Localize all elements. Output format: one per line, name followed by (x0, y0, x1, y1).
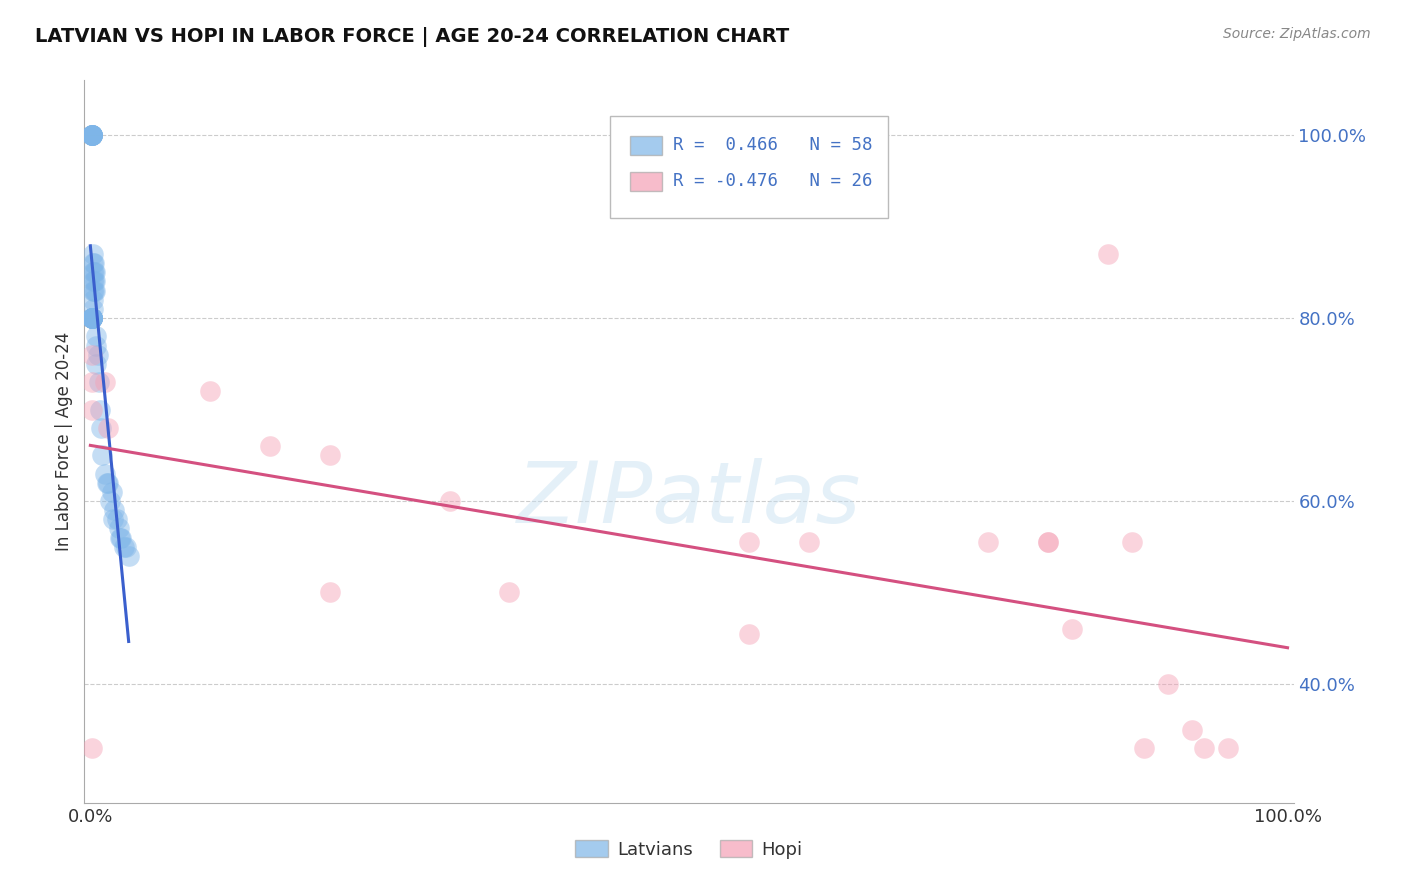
Point (1097, 247, 1119, 261)
Point (797, 535, 820, 549)
Point (89, 402, 111, 417)
Point (80, 311, 103, 326)
Point (1181, 723, 1204, 737)
Point (977, 535, 1000, 549)
Point (1036, 535, 1059, 549)
Point (83, 275, 105, 289)
Point (1157, 677, 1180, 691)
Point (112, 540, 135, 554)
Point (80, 128, 103, 143)
Point (86, 348, 108, 362)
Point (80, 128, 103, 143)
Point (80, 311, 103, 326)
Point (86, 338, 108, 352)
Point (80, 128, 103, 143)
Point (198, 384, 221, 399)
Point (83, 284, 105, 298)
Legend: Latvians, Hopi: Latvians, Hopi (568, 833, 810, 866)
Point (1192, 740, 1215, 755)
Point (110, 531, 132, 545)
Point (80, 128, 103, 143)
Point (91, 448, 114, 462)
Point (93, 375, 115, 389)
Point (80, 311, 103, 326)
Point (82, 275, 104, 289)
Point (80, 128, 103, 143)
Text: R =  0.466   N = 58: R = 0.466 N = 58 (673, 136, 873, 154)
Point (115, 540, 138, 554)
Point (93, 467, 115, 481)
Point (105, 512, 128, 526)
Text: LATVIAN VS HOPI IN LABOR FORCE | AGE 20-24 CORRELATION CHART: LATVIAN VS HOPI IN LABOR FORCE | AGE 20-… (35, 27, 789, 46)
Point (80, 128, 103, 143)
Point (82, 265, 104, 279)
Point (82, 293, 104, 307)
Point (80, 311, 103, 326)
Point (1216, 740, 1239, 755)
Point (738, 535, 761, 549)
Point (1036, 535, 1059, 549)
Point (118, 549, 141, 563)
Point (319, 585, 342, 599)
Point (98, 494, 121, 508)
Point (82, 284, 104, 298)
Point (80, 311, 103, 326)
Point (82, 301, 104, 316)
Point (86, 329, 108, 343)
Point (84, 275, 107, 289)
Point (80, 311, 103, 326)
FancyBboxPatch shape (610, 117, 889, 218)
Point (82, 256, 104, 270)
Point (1060, 622, 1083, 636)
Point (80, 348, 103, 362)
Point (80, 128, 103, 143)
Point (97, 475, 120, 490)
Point (87, 375, 110, 389)
Point (83, 265, 105, 279)
Point (84, 284, 107, 298)
Point (97, 421, 120, 435)
Text: ZIPatlas: ZIPatlas (517, 458, 860, 541)
Point (101, 512, 124, 526)
Point (96, 475, 118, 490)
Text: Source: ZipAtlas.com: Source: ZipAtlas.com (1223, 27, 1371, 41)
Point (498, 585, 520, 599)
Point (101, 484, 124, 499)
Point (80, 375, 103, 389)
Point (83, 256, 105, 270)
Point (86, 357, 108, 371)
Point (80, 128, 103, 143)
Point (108, 521, 131, 535)
Point (80, 311, 103, 326)
Point (1133, 740, 1156, 755)
Point (84, 265, 107, 279)
Point (1121, 535, 1143, 549)
Point (80, 402, 103, 417)
Point (80, 311, 103, 326)
Point (90, 421, 112, 435)
Y-axis label: In Labor Force | Age 20-24: In Labor Force | Age 20-24 (55, 332, 73, 551)
Point (80, 311, 103, 326)
Point (80, 740, 103, 755)
Point (103, 503, 125, 517)
Point (80, 311, 103, 326)
Point (439, 494, 461, 508)
Text: R = -0.476   N = 26: R = -0.476 N = 26 (673, 172, 873, 190)
FancyBboxPatch shape (630, 171, 662, 191)
Point (259, 439, 281, 453)
Point (80, 311, 103, 326)
FancyBboxPatch shape (630, 136, 662, 155)
Point (319, 448, 342, 462)
Point (80, 128, 103, 143)
Point (80, 128, 103, 143)
Point (80, 311, 103, 326)
Point (82, 247, 104, 261)
Point (738, 626, 761, 640)
Point (110, 531, 132, 545)
